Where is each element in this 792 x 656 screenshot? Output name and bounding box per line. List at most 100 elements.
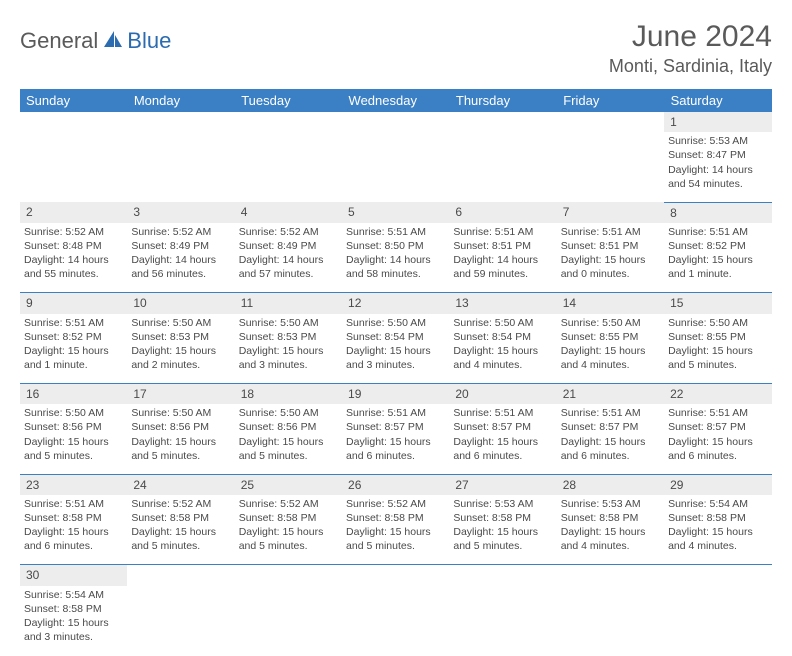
- daynum-row: 16171819202122: [20, 384, 772, 405]
- day1-text: Daylight: 15 hours: [561, 525, 660, 539]
- day-cell: Sunrise: 5:50 AMSunset: 8:56 PMDaylight:…: [20, 404, 127, 474]
- weekday-header: Saturday: [664, 89, 771, 112]
- day-number: 10: [127, 293, 234, 314]
- sunset-text: Sunset: 8:57 PM: [561, 420, 660, 434]
- day-number: [557, 112, 664, 132]
- sail-icon: [102, 29, 124, 54]
- sunset-text: Sunset: 8:58 PM: [131, 511, 230, 525]
- sunrise-text: Sunrise: 5:51 AM: [346, 406, 445, 420]
- sunrise-text: Sunrise: 5:53 AM: [453, 497, 552, 511]
- logo-text-general: General: [20, 28, 98, 54]
- day1-text: Daylight: 15 hours: [239, 344, 338, 358]
- sunrise-text: Sunrise: 5:50 AM: [131, 406, 230, 420]
- day1-text: Daylight: 15 hours: [668, 435, 767, 449]
- day-number: [342, 565, 449, 586]
- sunset-text: Sunset: 8:55 PM: [668, 330, 767, 344]
- day1-text: Daylight: 15 hours: [453, 344, 552, 358]
- sunset-text: Sunset: 8:56 PM: [131, 420, 230, 434]
- day2-text: and 1 minute.: [668, 267, 767, 281]
- day-number: 26: [342, 474, 449, 495]
- sunset-text: Sunset: 8:58 PM: [346, 511, 445, 525]
- day-number: 14: [557, 293, 664, 314]
- day2-text: and 4 minutes.: [561, 358, 660, 372]
- sunrise-text: Sunrise: 5:51 AM: [561, 406, 660, 420]
- sunrise-text: Sunrise: 5:51 AM: [346, 225, 445, 239]
- day-number: [235, 565, 342, 586]
- day1-text: Daylight: 15 hours: [561, 253, 660, 267]
- day-cell: Sunrise: 5:52 AMSunset: 8:48 PMDaylight:…: [20, 223, 127, 293]
- day-number: 4: [235, 202, 342, 223]
- day-cell: Sunrise: 5:53 AMSunset: 8:58 PMDaylight:…: [449, 495, 556, 565]
- day-number: 1: [664, 112, 771, 132]
- day1-text: Daylight: 15 hours: [24, 525, 123, 539]
- day-cell: [557, 586, 664, 656]
- day-number: 11: [235, 293, 342, 314]
- sunset-text: Sunset: 8:57 PM: [453, 420, 552, 434]
- day2-text: and 56 minutes.: [131, 267, 230, 281]
- sunset-text: Sunset: 8:58 PM: [239, 511, 338, 525]
- day2-text: and 6 minutes.: [561, 449, 660, 463]
- logo: General Blue: [20, 20, 171, 54]
- weekday-header: Friday: [557, 89, 664, 112]
- daynum-row: 9101112131415: [20, 293, 772, 314]
- day-cell: Sunrise: 5:51 AMSunset: 8:57 PMDaylight:…: [342, 404, 449, 474]
- day-cell: Sunrise: 5:50 AMSunset: 8:53 PMDaylight:…: [127, 314, 234, 384]
- day2-text: and 3 minutes.: [346, 358, 445, 372]
- day-cell: Sunrise: 5:51 AMSunset: 8:51 PMDaylight:…: [449, 223, 556, 293]
- day2-text: and 5 minutes.: [131, 449, 230, 463]
- day-cell: Sunrise: 5:53 AMSunset: 8:47 PMDaylight:…: [664, 132, 771, 202]
- day2-text: and 4 minutes.: [668, 539, 767, 553]
- day-number: 7: [557, 202, 664, 223]
- day-cell: [557, 132, 664, 202]
- sunrise-text: Sunrise: 5:51 AM: [453, 225, 552, 239]
- sunrise-text: Sunrise: 5:51 AM: [668, 406, 767, 420]
- content-row: Sunrise: 5:52 AMSunset: 8:48 PMDaylight:…: [20, 223, 772, 293]
- day-number: 12: [342, 293, 449, 314]
- day1-text: Daylight: 15 hours: [239, 525, 338, 539]
- day1-text: Daylight: 15 hours: [131, 435, 230, 449]
- day1-text: Daylight: 14 hours: [453, 253, 552, 267]
- day-number: 3: [127, 202, 234, 223]
- day2-text: and 5 minutes.: [239, 539, 338, 553]
- content-row: Sunrise: 5:50 AMSunset: 8:56 PMDaylight:…: [20, 404, 772, 474]
- day-cell: [127, 132, 234, 202]
- sunrise-text: Sunrise: 5:50 AM: [561, 316, 660, 330]
- day-number: 28: [557, 474, 664, 495]
- day-cell: Sunrise: 5:50 AMSunset: 8:55 PMDaylight:…: [557, 314, 664, 384]
- day-cell: Sunrise: 5:51 AMSunset: 8:51 PMDaylight:…: [557, 223, 664, 293]
- sunset-text: Sunset: 8:48 PM: [24, 239, 123, 253]
- day2-text: and 58 minutes.: [346, 267, 445, 281]
- day2-text: and 1 minute.: [24, 358, 123, 372]
- sunrise-text: Sunrise: 5:50 AM: [346, 316, 445, 330]
- daynum-row: 1: [20, 112, 772, 132]
- weekday-header: Wednesday: [342, 89, 449, 112]
- day1-text: Daylight: 15 hours: [131, 525, 230, 539]
- sunrise-text: Sunrise: 5:50 AM: [24, 406, 123, 420]
- sunrise-text: Sunrise: 5:50 AM: [131, 316, 230, 330]
- day-cell: [20, 132, 127, 202]
- day-cell: Sunrise: 5:51 AMSunset: 8:50 PMDaylight:…: [342, 223, 449, 293]
- day1-text: Daylight: 15 hours: [239, 435, 338, 449]
- day2-text: and 59 minutes.: [453, 267, 552, 281]
- day-number: 13: [449, 293, 556, 314]
- day2-text: and 2 minutes.: [131, 358, 230, 372]
- logo-text-blue: Blue: [127, 28, 171, 54]
- day-number: [449, 565, 556, 586]
- day-number: 21: [557, 384, 664, 405]
- day-cell: Sunrise: 5:51 AMSunset: 8:57 PMDaylight:…: [557, 404, 664, 474]
- day1-text: Daylight: 14 hours: [239, 253, 338, 267]
- day-number: 6: [449, 202, 556, 223]
- day2-text: and 5 minutes.: [131, 539, 230, 553]
- day1-text: Daylight: 15 hours: [668, 525, 767, 539]
- day1-text: Daylight: 14 hours: [346, 253, 445, 267]
- day-cell: Sunrise: 5:50 AMSunset: 8:54 PMDaylight:…: [342, 314, 449, 384]
- day1-text: Daylight: 15 hours: [346, 344, 445, 358]
- sunrise-text: Sunrise: 5:50 AM: [453, 316, 552, 330]
- day-number: 29: [664, 474, 771, 495]
- sunrise-text: Sunrise: 5:53 AM: [561, 497, 660, 511]
- day-cell: [342, 132, 449, 202]
- header: General Blue June 2024 Monti, Sardinia, …: [20, 20, 772, 77]
- day-cell: [449, 586, 556, 656]
- day-number: [20, 112, 127, 132]
- day-number: [449, 112, 556, 132]
